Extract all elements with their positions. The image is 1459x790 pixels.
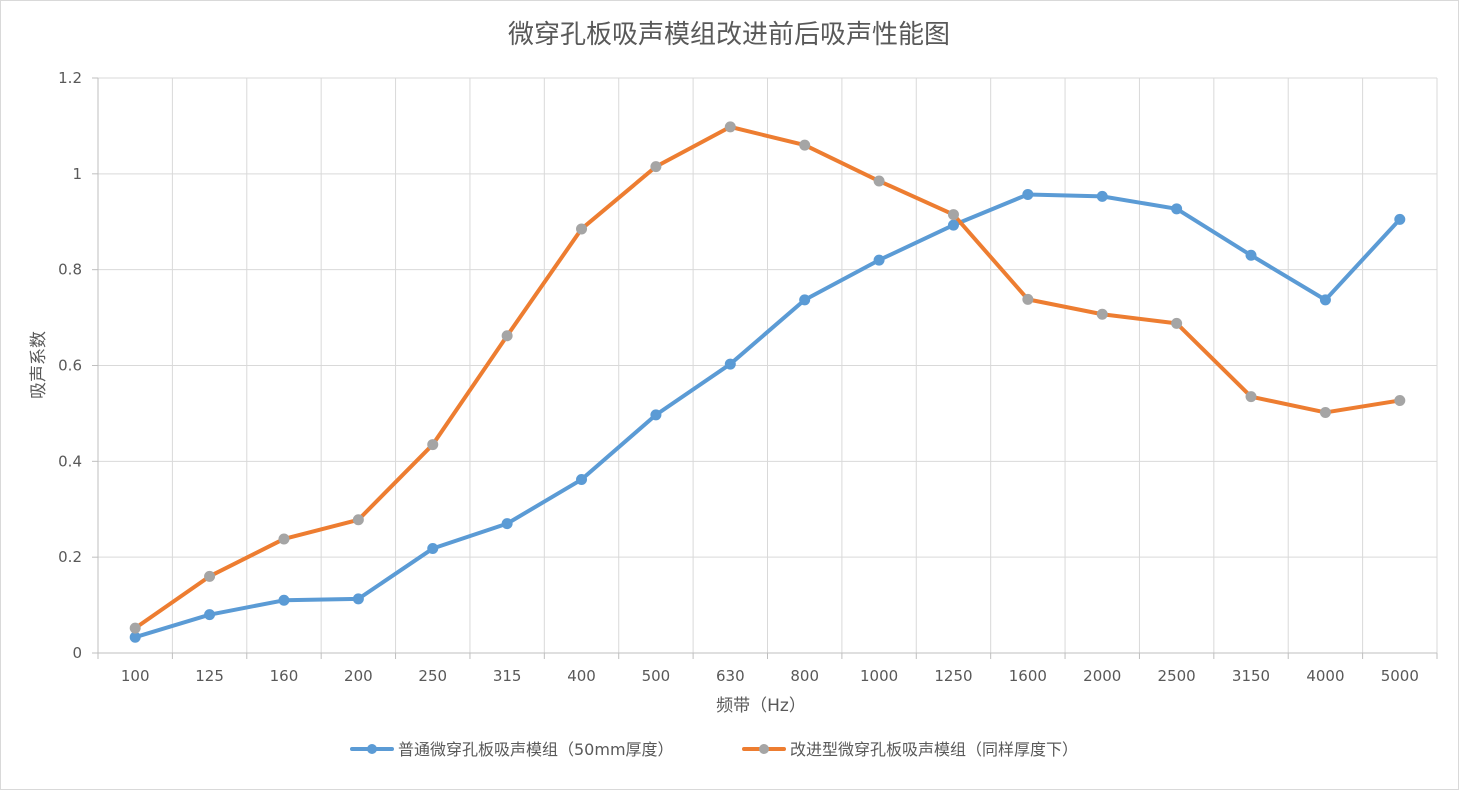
x-tick-label-7: 500 [642,667,671,685]
y-tick-label-2: 0.4 [58,452,82,470]
series-0-point-14 [1171,203,1183,215]
x-tick-label-8: 630 [716,667,745,685]
series-1-point-1 [204,570,216,582]
series-1-point-5 [501,330,513,342]
series-1-point-11 [947,209,959,221]
series-1-point-15 [1245,391,1257,403]
x-tick-label-10: 1000 [860,667,898,685]
series-0-point-3 [352,593,364,605]
y-tick-label-6: 1.2 [58,69,82,87]
series-line-1 [133,124,1402,631]
x-tick-label-9: 800 [790,667,819,685]
x-tick-label-14: 2500 [1158,667,1196,685]
series-1-point-6 [576,223,588,235]
y-axis-title: 吸声系数 [29,331,49,399]
series-0-point-11 [947,219,959,231]
y-tick-label-5: 1 [72,165,82,183]
series-1-point-4 [427,439,439,451]
series-1-point-2 [278,533,290,545]
x-tick-label-1: 125 [195,667,224,685]
legend-marker-0 [367,744,377,754]
series-0-point-6 [576,474,588,486]
series-0-point-16 [1319,294,1331,306]
series-1-point-14 [1171,317,1183,329]
x-tick-label-15: 3150 [1232,667,1270,685]
y-tick-label-4: 0.8 [58,261,82,279]
chart-title: 微穿孔板吸声模组改进前后吸声性能图 [508,20,950,50]
x-tick-label-2: 160 [270,667,299,685]
series-1-point-16 [1319,406,1331,418]
series-group [129,121,1406,643]
x-tick-label-13: 2000 [1083,667,1121,685]
series-1-point-3 [352,514,364,526]
series-1-point-13 [1096,308,1108,320]
series-1-point-17 [1394,394,1406,406]
x-tick-label-11: 1250 [934,667,972,685]
x-tick-label-17: 5000 [1381,667,1419,685]
x-tick-label-6: 400 [567,667,596,685]
y-tick-label-3: 0.6 [58,357,82,375]
series-0-point-0 [129,631,141,643]
x-axis-title: 频带（Hz） [716,696,806,716]
x-tick-label-16: 4000 [1306,667,1344,685]
legend-label-0: 普通微穿孔板吸声模组（50mm厚度） [398,740,674,759]
grid-lines [98,77,1438,653]
legend: 普通微穿孔板吸声模组（50mm厚度） 改进型微穿孔板吸声模组（同样厚度下） [350,740,1078,759]
x-tick-label-3: 200 [344,667,373,685]
series-1-point-12 [1022,293,1034,305]
series-0-point-1 [204,609,216,621]
series-1-point-0 [129,622,141,634]
x-tick-label-5: 315 [493,667,522,685]
y-tick-label-0: 0 [72,644,82,662]
x-tick-label-4: 250 [418,667,447,685]
series-0-point-5 [501,518,513,530]
series-0-point-12 [1022,188,1034,200]
x-tick-label-0: 100 [121,667,150,685]
series-0-point-7 [650,409,662,421]
series-0-point-13 [1096,190,1108,202]
series-1-point-7 [650,161,662,173]
legend-marker-1 [759,744,769,754]
x-tick-label-12: 1600 [1009,667,1047,685]
series-1-point-10 [873,175,885,187]
series-0-point-2 [278,594,290,606]
series-0-point-17 [1394,213,1406,225]
series-0-point-10 [873,254,885,266]
series-0-point-15 [1245,249,1257,261]
series-line-0 [133,192,1402,640]
series-1-point-9 [799,139,811,151]
series-0-point-8 [724,358,736,370]
axes [92,77,1438,659]
series-1-point-8 [724,121,736,133]
tick-labels: 0 0.2 0.4 0.6 0.8 1 1.2 100 125 160 200 250 315 400 50… [58,69,1419,685]
legend-label-1: 改进型微穿孔板吸声模组（同样厚度下） [790,740,1078,759]
series-0-point-9 [799,294,811,306]
y-tick-label-1: 0.2 [58,548,82,566]
series-0-point-4 [427,543,439,555]
